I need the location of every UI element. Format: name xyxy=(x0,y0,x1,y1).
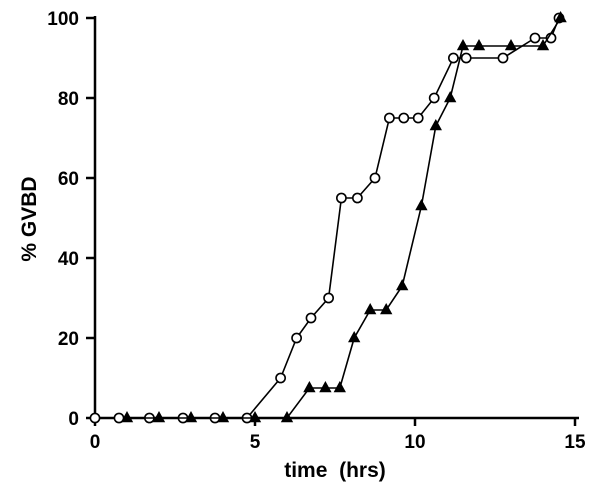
data-point-circle xyxy=(275,372,286,384)
data-point-triangle xyxy=(364,302,377,315)
data-point-triangle xyxy=(319,380,332,393)
series-line xyxy=(95,17,560,419)
y-tick-label: 20 xyxy=(58,329,79,350)
data-point-circle xyxy=(305,312,317,324)
data-point-circle xyxy=(383,112,395,124)
y-tick-label: 40 xyxy=(58,249,79,270)
data-point-triangle xyxy=(248,410,262,423)
data-point-circle xyxy=(428,92,440,104)
data-point-circle xyxy=(369,172,381,184)
x-tick-label: 0 xyxy=(90,432,101,453)
x-axis-title: time (hrs) xyxy=(284,459,386,482)
data-point-triangle xyxy=(396,278,409,291)
data-point-triangle xyxy=(120,410,134,423)
data-point-triangle xyxy=(280,410,294,423)
data-point-triangle xyxy=(348,330,361,343)
data-point-triangle xyxy=(504,38,518,51)
x-tick-label: 15 xyxy=(564,432,586,453)
data-point-triangle xyxy=(152,410,166,423)
data-point-triangle xyxy=(184,410,198,423)
data-point-circle xyxy=(447,52,459,64)
data-point-circle xyxy=(529,32,541,44)
x-tick-label: 5 xyxy=(250,432,261,453)
data-point-circle xyxy=(460,52,472,64)
data-point-circle xyxy=(497,52,509,64)
y-tick-label: 80 xyxy=(58,89,79,110)
data-point-triangle xyxy=(216,410,230,423)
data-point-triangle xyxy=(472,38,486,51)
data-point-circle xyxy=(89,412,101,424)
data-point-triangle xyxy=(333,380,346,393)
series-line xyxy=(127,17,562,419)
data-point-circle xyxy=(323,292,334,304)
data-point-triangle xyxy=(554,10,567,23)
data-point-circle xyxy=(351,192,363,204)
data-point-triangle xyxy=(536,38,550,51)
data-point-circle xyxy=(412,112,424,124)
series-layer xyxy=(89,10,567,424)
y-tick-label: 0 xyxy=(68,409,79,430)
data-point-triangle xyxy=(380,302,393,315)
data-point-triangle xyxy=(415,198,428,211)
y-axis-title: % GVBD xyxy=(18,176,41,261)
data-point-circle xyxy=(291,332,302,344)
y-tick-label: 60 xyxy=(58,169,79,190)
axes: 0 5 10 15 0 20 40 60 80 100 xyxy=(47,9,586,453)
y-tick-label: 100 xyxy=(47,9,79,30)
data-point-triangle xyxy=(444,90,457,103)
data-point-circle xyxy=(335,192,347,204)
series-filled-triangle xyxy=(120,10,567,423)
data-point-triangle xyxy=(303,380,316,393)
data-point-triangle xyxy=(429,118,442,131)
x-tick-label: 10 xyxy=(404,432,425,453)
data-point-circle xyxy=(398,112,410,124)
series-open-circle xyxy=(89,12,565,424)
data-point-triangle xyxy=(456,38,470,51)
